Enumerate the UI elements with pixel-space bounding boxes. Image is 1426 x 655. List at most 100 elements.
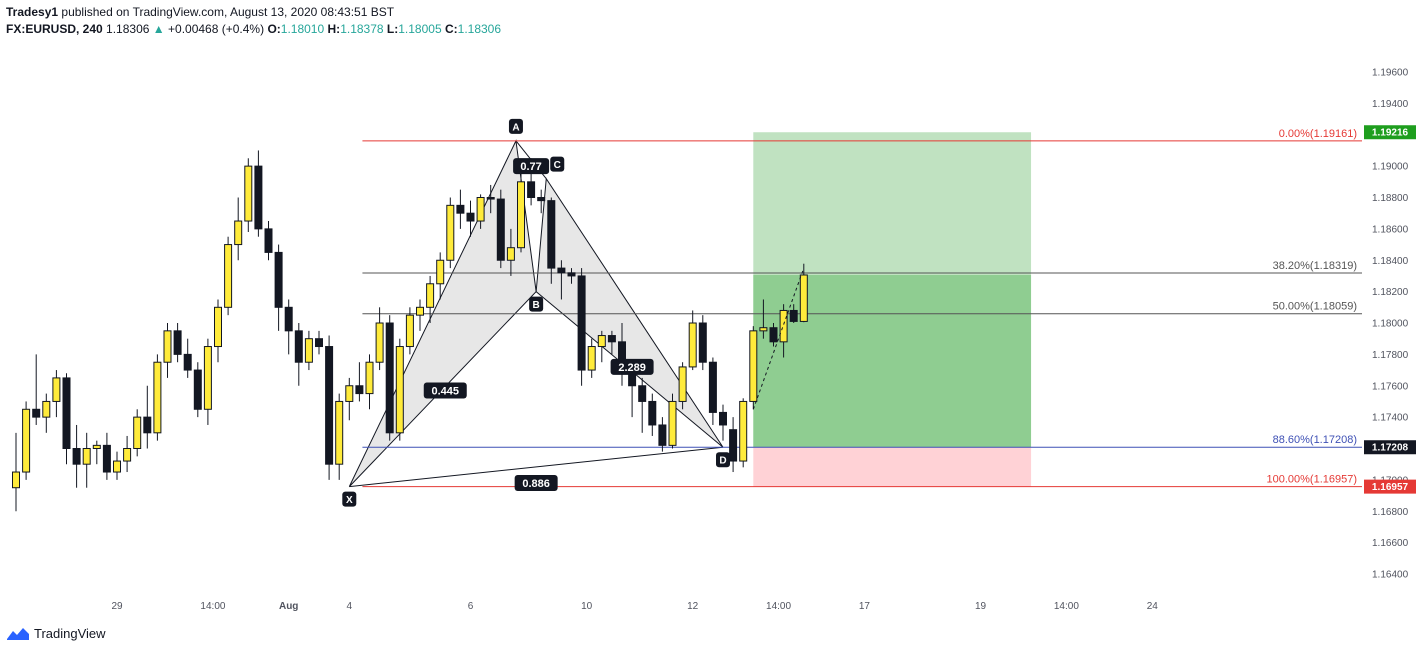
candle-body bbox=[466, 212, 475, 222]
point-label-d: D bbox=[719, 456, 726, 467]
candle-body bbox=[688, 322, 697, 368]
price-axis[interactable]: 1.196001.194001.192001.190001.188001.186… bbox=[1364, 68, 1416, 581]
candle-body bbox=[638, 385, 647, 402]
symbol-label[interactable]: FX:EURUSD, 240 bbox=[6, 22, 103, 36]
candle-body bbox=[92, 444, 101, 449]
brand-name: TradingView bbox=[34, 626, 106, 641]
candle-body bbox=[759, 327, 768, 332]
time-tick: 6 bbox=[468, 601, 474, 612]
price-tick: 1.18000 bbox=[1372, 319, 1409, 330]
candle-body bbox=[668, 400, 677, 446]
high-label: H: bbox=[327, 22, 341, 36]
price-tick: 1.18200 bbox=[1372, 287, 1409, 298]
candle-body bbox=[153, 361, 162, 434]
candle-body bbox=[214, 306, 222, 348]
time-axis[interactable]: 29 14:00 Aug 4 6 10 12 14:00 17 19 14:00 24 bbox=[111, 601, 1158, 612]
loss-zone[interactable] bbox=[753, 447, 1032, 487]
candle-body bbox=[274, 251, 283, 308]
candle-body bbox=[365, 361, 374, 395]
point-label-x: X bbox=[346, 495, 353, 506]
candle-body bbox=[163, 330, 172, 363]
candle-body bbox=[325, 346, 334, 465]
candle-body bbox=[547, 200, 556, 269]
candle-body bbox=[264, 228, 273, 253]
point-label-box bbox=[342, 491, 357, 507]
candle-body bbox=[355, 385, 364, 395]
point-label-c: C bbox=[554, 160, 561, 171]
candle-body bbox=[799, 274, 808, 322]
ratio-label-box bbox=[514, 475, 558, 492]
point-label-a: A bbox=[512, 122, 519, 133]
price-tag-label: 1.19216 bbox=[1372, 128, 1409, 139]
price-tag[interactable] bbox=[1364, 440, 1416, 455]
time-tick: 24 bbox=[1147, 601, 1159, 612]
ratio-label: 2.289 bbox=[618, 362, 646, 374]
candle-body bbox=[284, 306, 293, 332]
price-tick: 1.16400 bbox=[1372, 570, 1409, 581]
candle-body bbox=[416, 306, 424, 316]
candle-body bbox=[395, 346, 404, 434]
ratio-label: 0.445 bbox=[431, 385, 459, 397]
low-label: L: bbox=[386, 22, 399, 36]
xd-line bbox=[349, 446, 724, 488]
price-tick: 1.19600 bbox=[1372, 68, 1409, 79]
ratio-label: 0.77 bbox=[520, 161, 541, 173]
candle-body bbox=[496, 198, 505, 261]
bcd-triangle[interactable] bbox=[535, 177, 724, 448]
candle-body bbox=[102, 444, 111, 473]
candle-body bbox=[486, 197, 495, 200]
candle-body bbox=[607, 335, 616, 343]
candle-body bbox=[749, 330, 758, 402]
candles bbox=[12, 150, 808, 512]
position-tool[interactable] bbox=[753, 132, 1032, 487]
fib-retracement[interactable]: 0.00%(1.19161) 38.20%(1.18319) 50.00%(1.18… bbox=[362, 128, 1362, 488]
tradingview-logo[interactable]: TradingView bbox=[6, 626, 106, 641]
time-tick: Aug bbox=[279, 601, 298, 612]
candle-body bbox=[517, 181, 525, 249]
candle-body bbox=[315, 338, 323, 348]
candle-body bbox=[527, 181, 536, 198]
price-tag[interactable] bbox=[1364, 125, 1416, 140]
close-value: 1.18306 bbox=[457, 22, 502, 36]
projection-line bbox=[752, 267, 805, 410]
time-tick: 10 bbox=[581, 601, 593, 612]
point-label-b: B bbox=[533, 300, 540, 311]
candle-body bbox=[769, 327, 778, 343]
point-label-box bbox=[716, 452, 730, 468]
tradingview-logo-icon bbox=[7, 627, 29, 640]
price-tick: 1.17600 bbox=[1372, 381, 1409, 392]
price-tick: 1.19000 bbox=[1372, 162, 1409, 173]
candle-body bbox=[597, 335, 606, 348]
price-tick: 1.16800 bbox=[1372, 507, 1409, 518]
candle-body bbox=[506, 247, 515, 261]
candle-body bbox=[537, 197, 546, 202]
candle-body bbox=[133, 416, 142, 449]
candle-body bbox=[345, 385, 354, 402]
author-name[interactable]: Tradesy1 bbox=[6, 5, 59, 19]
candle-body bbox=[567, 272, 576, 277]
candle-body bbox=[244, 165, 253, 222]
price-tick: 1.18400 bbox=[1372, 256, 1409, 267]
time-tick: 4 bbox=[347, 601, 353, 612]
candle-body bbox=[375, 322, 384, 363]
time-tick: 17 bbox=[859, 601, 871, 612]
candle-body bbox=[739, 400, 748, 462]
published-text: published on TradingView.com, August 13,… bbox=[61, 5, 395, 19]
candle-body bbox=[335, 400, 344, 465]
candle-body bbox=[32, 408, 41, 418]
ratio-label-box bbox=[423, 382, 467, 399]
publish-info: Tradesy1 published on TradingView.com, A… bbox=[6, 4, 501, 21]
candle-body bbox=[557, 267, 566, 274]
point-label-box bbox=[529, 296, 544, 312]
candle-body bbox=[203, 346, 212, 410]
candle-body bbox=[426, 283, 435, 308]
fib-label: 0.00%(1.19161) bbox=[1279, 128, 1357, 140]
candle-body bbox=[52, 377, 61, 402]
price-tag[interactable] bbox=[1364, 479, 1416, 494]
price-tick: 1.18800 bbox=[1372, 193, 1409, 204]
candle-body bbox=[12, 471, 20, 489]
candle-body bbox=[698, 322, 707, 363]
candle-body bbox=[294, 330, 303, 363]
time-tick: 14:00 bbox=[200, 601, 225, 612]
